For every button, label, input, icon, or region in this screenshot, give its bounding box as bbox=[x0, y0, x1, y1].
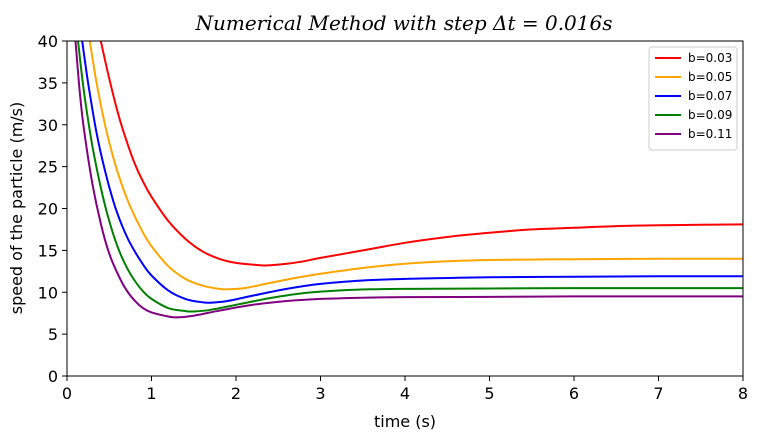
x-tick-label: 7 bbox=[653, 384, 663, 403]
y-tick-label: 10 bbox=[38, 283, 58, 302]
x-axis-ticks: 0 1 2 3 4 5 6 7 8 bbox=[62, 376, 748, 403]
series-line-1 bbox=[99, 41, 743, 267]
y-tick-label: 5 bbox=[48, 325, 58, 344]
series-lines bbox=[74, 41, 743, 319]
legend: b=0.03 b=0.05 b=0.07 b=0.09 b=0.11 bbox=[648, 46, 738, 151]
series-line-4 bbox=[77, 41, 743, 313]
y-axis-label: speed of the particle (m/s) bbox=[7, 102, 26, 315]
series-line-5 bbox=[74, 41, 743, 319]
x-tick-label: 6 bbox=[569, 384, 579, 403]
y-tick-label: 0 bbox=[48, 367, 58, 386]
series-line-2 bbox=[88, 41, 743, 291]
legend-entry: b=0.07 bbox=[688, 89, 732, 103]
x-axis-label: time (s) bbox=[374, 412, 436, 431]
legend-entry: b=0.05 bbox=[688, 70, 732, 84]
legend-entry: b=0.03 bbox=[688, 51, 732, 65]
y-tick-label: 15 bbox=[38, 241, 58, 260]
y-tick-label: 30 bbox=[38, 116, 58, 135]
legend-entry: b=0.09 bbox=[688, 108, 732, 122]
x-tick-label: 1 bbox=[146, 384, 156, 403]
chart-title: Numerical Method with step Δt = 0.016s bbox=[194, 11, 612, 35]
x-tick-label: 2 bbox=[231, 384, 241, 403]
y-tick-label: 25 bbox=[38, 158, 58, 177]
legend-box bbox=[648, 46, 738, 151]
legend-entry: b=0.11 bbox=[688, 127, 732, 141]
x-tick-label: 4 bbox=[400, 384, 410, 403]
x-tick-label: 3 bbox=[315, 384, 325, 403]
y-tick-label: 35 bbox=[38, 74, 58, 93]
x-tick-label: 8 bbox=[738, 384, 748, 403]
y-axis-ticks: 0 5 10 15 20 25 30 35 40 bbox=[38, 32, 67, 386]
series-line-3 bbox=[81, 41, 743, 304]
y-tick-label: 40 bbox=[38, 32, 58, 51]
x-tick-label: 0 bbox=[62, 384, 72, 403]
y-tick-label: 20 bbox=[38, 200, 58, 219]
x-tick-label: 5 bbox=[484, 384, 494, 403]
